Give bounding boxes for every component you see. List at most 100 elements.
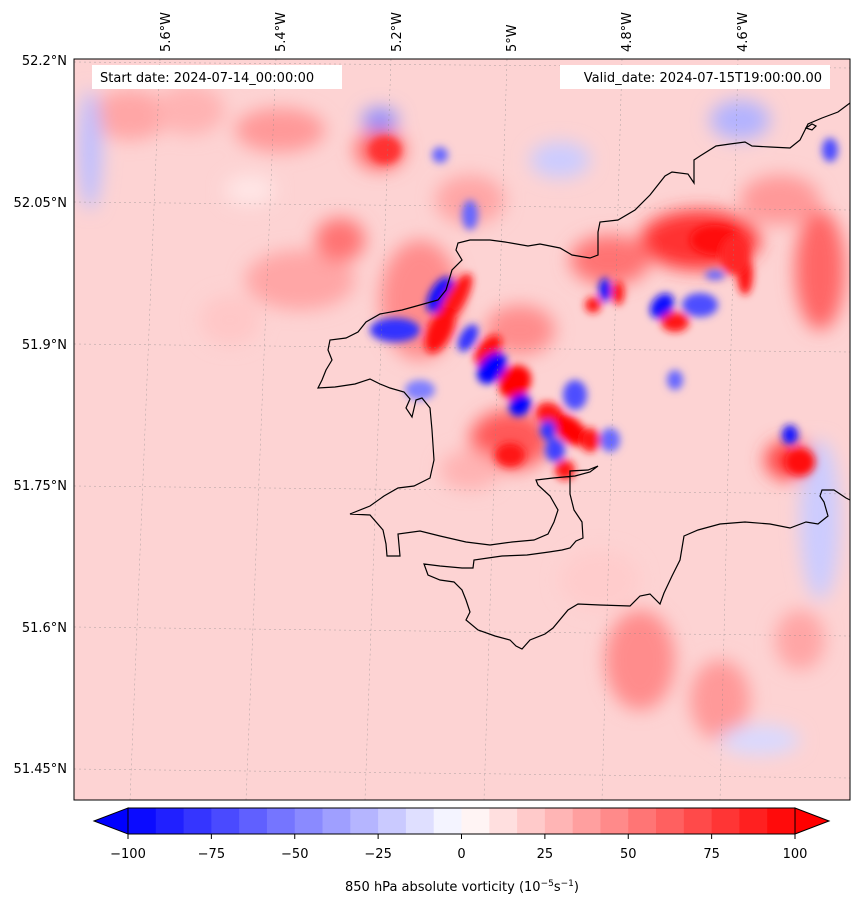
vorticity-core [509, 393, 531, 417]
colorbar-max-extension [794, 807, 831, 835]
colorbar-tick-label: 100 [783, 847, 808, 862]
colorbar-cell [128, 808, 157, 834]
colorbar-tick-label: 0 [457, 847, 465, 862]
colorbar-tick-label: 25 [537, 847, 554, 862]
colorbar-cell [294, 808, 324, 834]
colorbar-cell [739, 808, 768, 834]
colorbar-cell [239, 808, 268, 834]
colorbar-tick-label: −50 [281, 847, 308, 862]
colorbar-cell [405, 808, 435, 834]
vorticity-blob [225, 175, 275, 205]
vorticity-core [612, 281, 624, 305]
vorticity-blob [200, 295, 260, 345]
vorticity-core [457, 324, 479, 352]
lon-label: 5.6°W [159, 12, 174, 52]
meridian [364, 59, 392, 800]
lat-label: 51.75°N [14, 479, 67, 494]
meridian [129, 59, 161, 800]
colorbar-cell [628, 808, 657, 834]
coastline-island [804, 123, 818, 131]
vorticity-blob [485, 305, 555, 355]
colorbar-cell [600, 808, 629, 834]
colorbar-cell [322, 808, 351, 834]
map-panel[interactable]: Start date: 2024-07-14_00:00:00 Valid_da… [73, 58, 851, 801]
vorticity-core [474, 334, 502, 366]
vorticity-blob [570, 235, 650, 285]
start-date-label: Start date: 2024-07-14_00:00:00 [100, 71, 314, 86]
vorticity-blob [710, 100, 770, 140]
lon-label: 5°W [505, 24, 520, 52]
colorbar-cell [155, 808, 185, 834]
parallel [74, 485, 850, 495]
colorbar-title: 850 hPa absolute vorticity (10−5s−1) [345, 879, 579, 895]
vorticity-blob [440, 450, 500, 490]
valid-date-label: Valid_date: 2024-07-15T19:00:00.00 [584, 71, 822, 86]
colorbar-cell [350, 808, 379, 834]
lat-label: 51.6°N [22, 621, 67, 636]
colorbar-cell [378, 808, 407, 834]
vorticity-core [785, 448, 815, 476]
vorticity-core [552, 414, 588, 446]
vorticity-cores [369, 136, 838, 480]
vorticity-blob [690, 660, 750, 740]
vorticity-blob [90, 90, 170, 140]
vorticity-core [599, 278, 611, 302]
lon-label: 4.6°W [736, 12, 751, 52]
vorticity-core [477, 352, 507, 384]
vorticity-blob [605, 610, 675, 710]
colorbar: −100 −75 −50 −25 0 25 50 75 100 850 hPa absolute… [92, 807, 831, 895]
vorticity-core [432, 147, 448, 163]
lat-label: 52.2°N [22, 54, 67, 69]
lon-label: 4.8°W [620, 12, 635, 52]
vorticity-blob [720, 725, 800, 755]
colorbar-cell [433, 808, 462, 834]
vorticity-core [667, 370, 683, 390]
colorbar-tick-label: 50 [620, 847, 637, 862]
vorticity-core [720, 235, 750, 275]
colorbar-cells [128, 808, 796, 834]
vorticity-core [705, 270, 725, 280]
vorticity-core [600, 428, 620, 452]
colorbar-min-extension [92, 807, 129, 835]
colorbar-cell [461, 808, 490, 834]
valid-label-box [560, 65, 830, 89]
colorbar-cell [211, 808, 240, 834]
vorticity-core [545, 438, 565, 462]
vorticity-core [585, 297, 601, 313]
colorbar-cell [656, 808, 685, 834]
vorticity-blobs [78, 85, 845, 755]
coastline-main [316, 102, 850, 650]
colorbar-cell [183, 808, 212, 834]
map-frame [73, 58, 851, 801]
colorbar-cell [767, 808, 796, 834]
colorbar-cell [266, 808, 296, 834]
vorticity-core [370, 318, 420, 342]
meridian [719, 59, 739, 800]
colorbar-tick-label: 75 [703, 847, 720, 862]
lat-label: 52.05°N [14, 196, 67, 211]
vorticity-blob [740, 175, 820, 225]
vorticity-core [782, 425, 798, 445]
meridian [245, 59, 277, 800]
colorbar-cell [572, 808, 601, 834]
colorbar-tick-label: −75 [198, 847, 225, 862]
colorbar-cell [683, 808, 713, 834]
vorticity-core [405, 380, 435, 400]
meridian [601, 59, 623, 800]
lat-label: 51.45°N [14, 762, 67, 777]
vorticity-blob [560, 550, 640, 610]
meridian [483, 59, 508, 800]
lon-axis-labels: 5.6°W 5.4°W 5.2°W 5°W 4.8°W 4.6°W [159, 12, 751, 52]
vorticity-core [822, 138, 838, 162]
colorbar-cell [489, 808, 518, 834]
vorticity-core [682, 293, 718, 317]
parallel [74, 343, 850, 353]
start-label-box [92, 65, 342, 89]
colorbar-tick-label: −25 [364, 847, 391, 862]
colorbar-tick-label: −100 [110, 847, 146, 862]
vorticity-blob [795, 210, 845, 330]
vorticity-core [563, 380, 587, 410]
vorticity-core [498, 365, 532, 399]
vorticity-blob [530, 142, 590, 178]
